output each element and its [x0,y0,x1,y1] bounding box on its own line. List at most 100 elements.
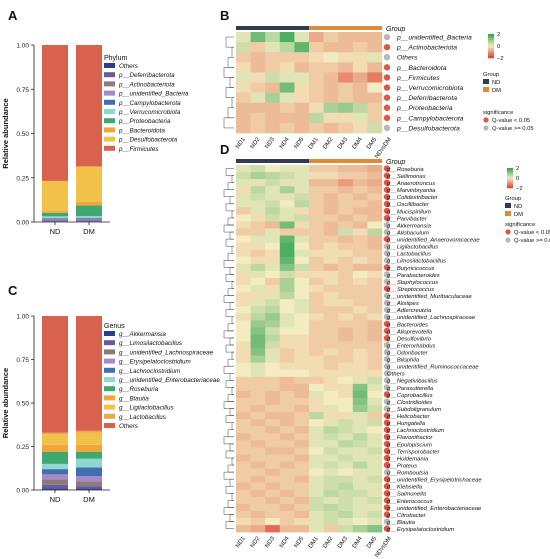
bar-segment [76,205,102,216]
heatmap-cell [352,200,368,208]
heatmap-cell [294,412,310,420]
heatmap-cell [294,165,310,173]
significance-dot [383,221,391,229]
heatmap-cell [309,518,324,526]
row-dendrogram-branch [225,203,234,212]
heatmap-cell [265,454,281,462]
heatmap-cell [279,362,295,371]
bar-segment [76,444,102,452]
bar-segment [76,486,102,489]
legend-swatch [104,413,115,419]
bar-segment [42,451,68,464]
row-label: g__Holdemania [387,456,429,462]
heatmap-cell [352,525,368,533]
heatmap-cell [294,496,310,505]
heatmap-cell [352,292,368,300]
heatmap-cell [323,172,339,180]
heatmap-cell [250,313,266,321]
heatmap-cell [250,242,266,251]
heatmap-cell [236,518,251,526]
heatmap-cell [294,405,310,413]
row-label: g__Blautia [387,520,416,526]
heatmap-cell [352,419,368,427]
heatmap-cell [294,62,310,73]
bar-segment [42,180,68,212]
legend-label: Others [119,63,139,70]
heatmap-cell [250,200,266,208]
heatmap-cell [236,327,251,335]
heatmap-cell [250,62,266,73]
significance-dot [383,84,391,91]
heatmap-cell [279,214,295,222]
heatmap-cell [236,433,251,441]
row-dendrogram-branch [223,224,234,233]
heatmap-cell [338,419,354,427]
heatmap-cell [338,475,354,483]
heatmap-cell [338,285,354,293]
heatmap-cell [265,306,281,314]
group-annotation-label: Group [386,159,406,166]
heatmap-cell [294,256,310,265]
row-label: g__unidentified_Ruminococcaceae [387,365,479,371]
heatmap-cell [367,270,383,279]
bar-segment [42,488,68,490]
heatmap-cell [265,341,281,349]
row-label: g__Lachnoclostridium [387,428,444,434]
heatmap-cell [294,242,310,251]
heatmap-cell [236,52,251,63]
heatmap-cell [236,228,251,236]
heatmap-cell [338,112,354,124]
row-dendrogram-branch [223,401,234,409]
heatmap-cell [323,397,339,406]
significance-dot [383,426,391,433]
y-tick-label: 0.75 [16,357,29,364]
heatmap-cell [352,242,368,251]
heatmap-cell [367,348,383,356]
heatmap-cell [352,165,368,173]
heatmap-cell [265,447,281,455]
heatmap-cell [352,172,368,180]
heatmap-cell [352,376,368,385]
heatmap-cell [323,32,339,43]
bar-segment [42,218,68,219]
row-dendrogram-branch [225,238,234,247]
row-dendrogram-branch [225,415,234,423]
heatmap-cell [250,82,266,93]
heatmap-cell [279,122,295,134]
legend-label: g__Akkermansia [119,331,166,338]
heatmap-cell [236,482,251,491]
row-dendrogram-branch [223,67,234,78]
row-label: g__Salmonella [387,492,427,498]
heatmap-cell [309,263,324,272]
heatmap-cell [352,503,368,512]
significance-legend-dot [505,229,511,235]
colorbar-step [488,46,494,49]
heatmap-cell [279,102,295,114]
heatmap-cell [367,518,383,526]
y-tick-label: 0.50 [16,131,29,138]
bar-segment [42,316,68,433]
heatmap-cell [323,334,339,342]
row-label: p__Proteobacteria [396,105,453,112]
heatmap-cell [265,112,281,124]
heatmap-cell [250,193,266,201]
heatmap-cell [309,525,324,533]
heatmap-cell [309,412,324,420]
heatmap-cell [265,348,281,356]
row-label: p__Firmicutes [396,75,440,82]
heatmap-cell [352,306,368,314]
heatmap-cell [338,92,354,103]
heatmap-cell [265,313,281,321]
legend-label: p__Firmicutes [118,146,159,153]
heatmap-cell [294,510,310,519]
row-label: g__Limosilactobacillus [387,259,446,265]
heatmap-cell [236,468,251,476]
heatmap-cell [309,341,324,349]
heatmap-cell [352,179,368,187]
significance-dot [383,391,391,398]
heatmap-cell [279,482,295,491]
heatmap-cell [294,397,310,406]
heatmap-cell [352,112,368,124]
heatmap-cell [294,299,310,307]
significance-dot [383,468,391,476]
